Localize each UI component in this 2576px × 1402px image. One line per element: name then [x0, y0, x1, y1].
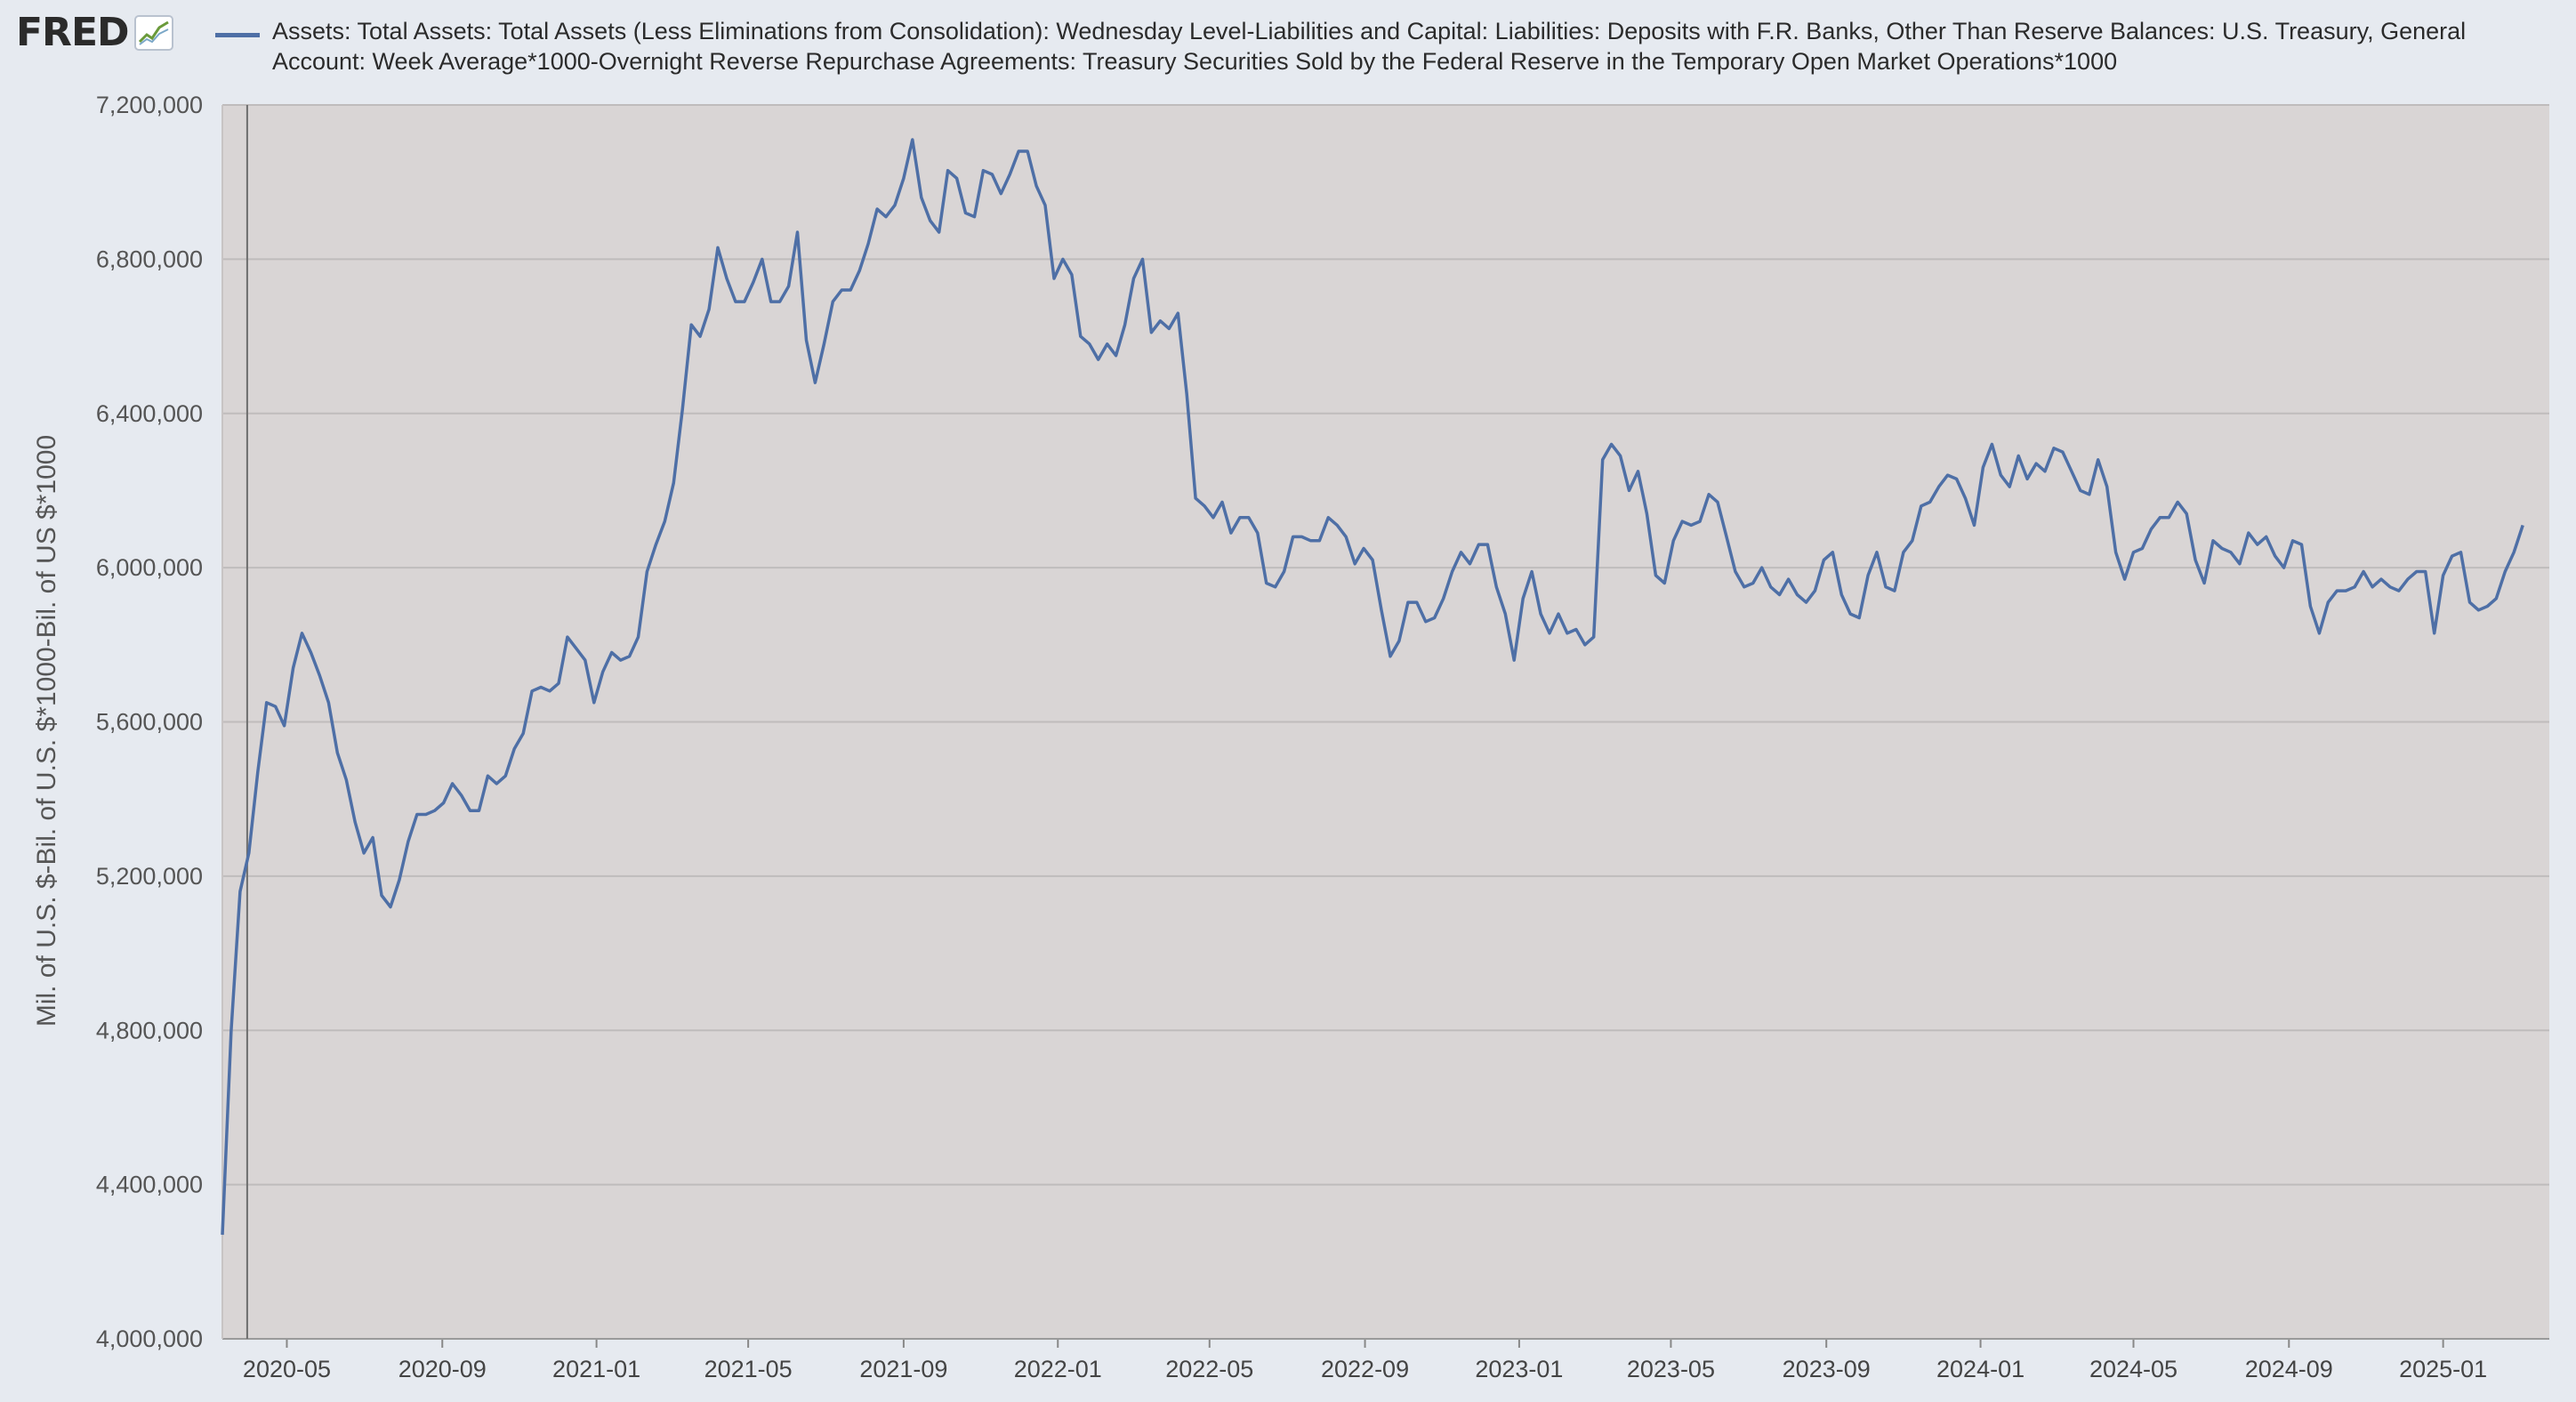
y-tick-label: 6,400,000 — [96, 400, 203, 427]
y-axis: 4,000,000 4,400,000 4,800,000 5,200,000 5,60… — [96, 92, 203, 1352]
x-tick-label: 2023-09 — [1783, 1356, 1871, 1382]
x-tick-label: 2021-05 — [704, 1356, 793, 1382]
x-tick-label: 2022-05 — [1165, 1356, 1253, 1382]
fred-chart-icon — [133, 15, 173, 51]
x-tick-label: 2020-09 — [398, 1356, 487, 1382]
y-tick-label: 6,800,000 — [96, 246, 203, 272]
x-tick-label: 2021-01 — [552, 1356, 640, 1382]
logo-text: FRED — [16, 10, 130, 55]
y-tick-label: 4,800,000 — [96, 1017, 203, 1043]
x-tick-label: 2022-01 — [1014, 1356, 1102, 1382]
chart-header: FRED Assets: Total Assets: Total Assets … — [0, 0, 2576, 89]
grid-lines — [222, 104, 2549, 1186]
x-tick-label: 2023-05 — [1627, 1356, 1715, 1382]
y-tick-label: 4,400,000 — [96, 1172, 203, 1198]
y-tick-label: 5,200,000 — [96, 863, 203, 890]
x-tick-label: 2024-05 — [2089, 1356, 2178, 1382]
y-tick-label: 7,200,000 — [96, 92, 203, 118]
x-tick-label: 2024-01 — [1936, 1356, 2025, 1382]
legend-label: Assets: Total Assets: Total Assets (Less… — [272, 18, 2467, 75]
fred-logo[interactable]: FRED — [16, 9, 173, 57]
x-tick-label: 2022-09 — [1321, 1356, 1409, 1382]
x-axis: 2020-05 2020-09 2021-01 2021-05 2021-09 2022-… — [243, 1339, 2487, 1382]
series-line[interactable] — [221, 138, 2524, 1236]
y-axis-label: Mil. of U.S. $-Bil. of U.S. $*1000-Bil. … — [32, 435, 61, 1027]
x-tick-label: 2021-09 — [859, 1356, 947, 1382]
legend: Assets: Total Assets: Total Assets (Less… — [215, 16, 2510, 77]
y-tick-label: 4,000,000 — [96, 1325, 203, 1352]
x-tick-label: 2024-09 — [2245, 1356, 2333, 1382]
legend-swatch — [215, 33, 260, 37]
y-tick-label: 6,000,000 — [96, 554, 203, 581]
x-tick-label: 2023-01 — [1475, 1356, 1563, 1382]
x-tick-label: 2025-01 — [2399, 1356, 2487, 1382]
y-tick-label: 5,600,000 — [96, 709, 203, 736]
x-tick-label: 2020-05 — [243, 1356, 331, 1382]
